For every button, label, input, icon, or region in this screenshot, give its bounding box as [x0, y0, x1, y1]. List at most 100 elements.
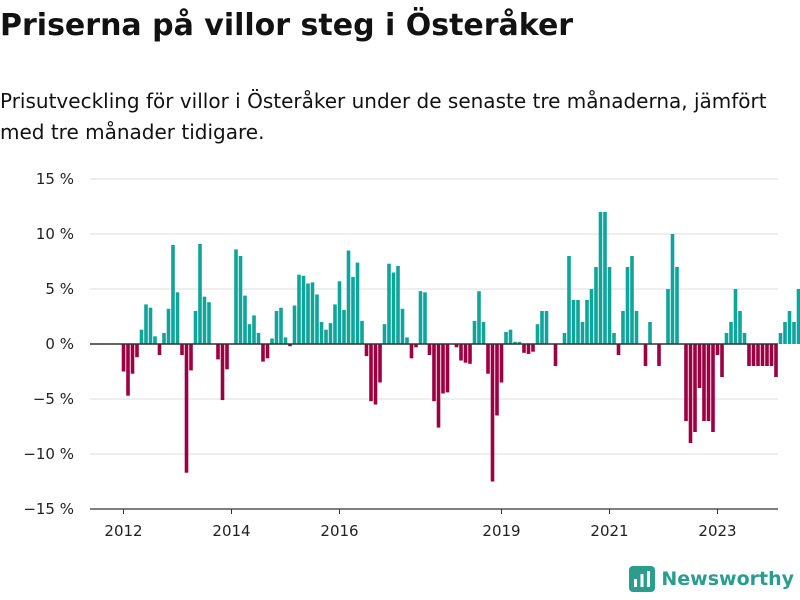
- bar: [342, 309, 346, 344]
- bar: [301, 275, 306, 344]
- bar: [382, 324, 387, 344]
- bar: [571, 300, 576, 344]
- bar: [265, 344, 270, 359]
- bar: [526, 344, 531, 354]
- bar: [576, 300, 580, 344]
- bar: [477, 291, 481, 344]
- bar: [472, 320, 477, 344]
- y-tick-label: −15 %: [23, 500, 74, 518]
- bar: [351, 276, 355, 344]
- bar: [130, 344, 135, 374]
- bar: [283, 337, 288, 344]
- bar: [495, 344, 499, 416]
- bar: [643, 344, 648, 366]
- bar: [742, 333, 747, 344]
- bar: [522, 344, 526, 353]
- bar: [418, 291, 423, 344]
- bar: [373, 344, 378, 405]
- bar: [328, 323, 333, 344]
- bar: [711, 344, 715, 432]
- bar: [508, 329, 513, 344]
- newsworthy-logo-icon: [629, 566, 656, 592]
- bar: [756, 344, 760, 366]
- chart-subtitle: Prisutveckling för villor i Österåker un…: [0, 89, 767, 144]
- bar: [234, 249, 238, 344]
- bar: [760, 344, 765, 366]
- bar: [378, 344, 382, 383]
- bar: [787, 311, 792, 344]
- bar: [256, 333, 261, 344]
- bar: [774, 344, 778, 377]
- bar: [504, 331, 508, 344]
- bar: [121, 344, 126, 372]
- bar: [657, 344, 661, 366]
- bar: [531, 344, 535, 352]
- bar: [540, 311, 544, 344]
- bar: [297, 274, 301, 344]
- bar: [337, 281, 342, 344]
- bar: [688, 344, 693, 443]
- bar: [580, 322, 585, 344]
- brand-name: Newsworthy: [661, 568, 794, 590]
- x-tick-label: 2014: [212, 522, 250, 540]
- bars: [121, 212, 800, 482]
- bar: [567, 256, 571, 344]
- bar: [670, 234, 675, 344]
- bar: [612, 333, 616, 344]
- bar: [391, 272, 396, 344]
- bar: [625, 267, 630, 344]
- bar: [243, 295, 247, 344]
- bar: [459, 344, 463, 361]
- bar: [148, 307, 153, 344]
- bar: [184, 344, 189, 473]
- bar: [738, 311, 742, 344]
- bar: [697, 344, 702, 388]
- bar: [441, 344, 445, 394]
- bar: [355, 262, 360, 344]
- x-tick-label: 2021: [590, 522, 628, 540]
- bar: [454, 344, 459, 348]
- bar: [157, 344, 162, 355]
- bar: [765, 344, 769, 366]
- y-tick-label: −10 %: [23, 445, 74, 463]
- x-tick-label: 2023: [698, 522, 736, 540]
- x-tick-label: 2016: [320, 522, 358, 540]
- bar: [621, 311, 625, 344]
- bar: [252, 315, 256, 344]
- bar: [139, 329, 144, 344]
- bar: [324, 329, 328, 344]
- bar: [733, 289, 738, 344]
- bar: [387, 263, 391, 344]
- bar: [144, 304, 148, 344]
- bar: [193, 311, 198, 344]
- bar: [648, 322, 652, 344]
- bar: [544, 311, 549, 344]
- bar: [319, 322, 324, 344]
- bar: [630, 256, 634, 344]
- bar: [225, 344, 229, 370]
- bar: [585, 300, 589, 344]
- bar: [405, 337, 409, 344]
- bar: [166, 308, 171, 344]
- y-axis-tick-labels: 15 % 10 % 5 % 0 % −5 % −10 % −15 %: [23, 170, 74, 518]
- brand-logo: Newsworthy: [629, 566, 794, 592]
- bar: [751, 344, 756, 366]
- bar: [238, 256, 243, 344]
- bar: [634, 311, 639, 344]
- bar: [562, 333, 567, 344]
- bar: [171, 245, 175, 344]
- bar: [423, 292, 427, 344]
- bar: [513, 341, 517, 344]
- bar: [310, 282, 315, 344]
- bar: [162, 333, 166, 344]
- bar: [666, 289, 670, 344]
- bar: [706, 344, 711, 421]
- bar: [153, 336, 157, 344]
- bar: [675, 267, 679, 344]
- bar: [445, 344, 450, 393]
- bar: [247, 324, 252, 344]
- bar: [432, 344, 436, 402]
- bar: [517, 341, 522, 344]
- bar: [333, 304, 337, 344]
- bar: [180, 344, 184, 355]
